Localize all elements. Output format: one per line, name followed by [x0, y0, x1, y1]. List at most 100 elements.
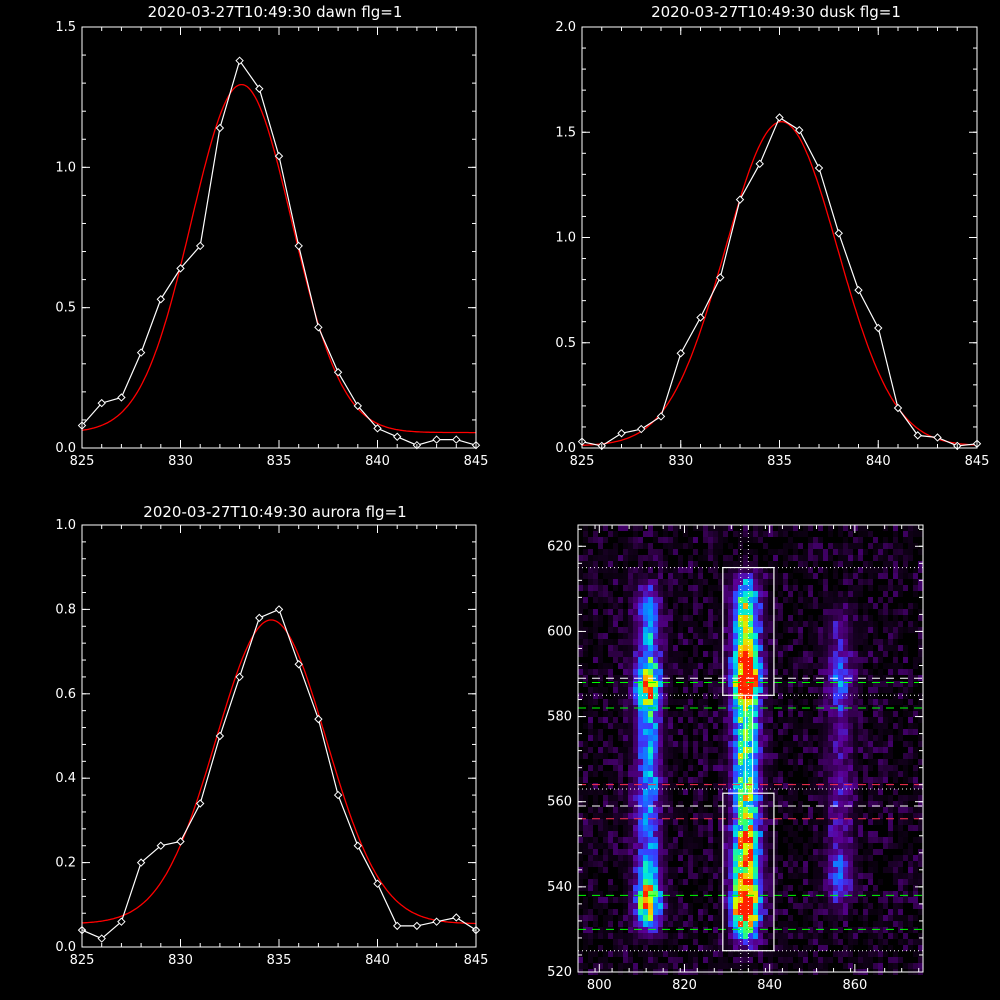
heatmap-cell [903, 687, 908, 693]
heatmap-cell [643, 531, 648, 537]
heatmap-cell [888, 741, 893, 747]
heatmap-cell [753, 939, 758, 945]
heatmap-cell [668, 639, 673, 645]
heatmap-cell [893, 957, 898, 963]
data-point [696, 313, 705, 322]
heatmap-cell [753, 549, 758, 555]
aurora-profile-plot: 2020-03-27T10:49:30 aurora flg=1 825 830 8… [55, 503, 488, 968]
heatmap-cell [578, 795, 583, 801]
heatmap-cell [863, 837, 868, 843]
heatmap-cell [578, 849, 583, 855]
heatmap-cell [913, 867, 918, 873]
heatmap-cell [903, 555, 908, 561]
heatmap-cell [773, 855, 778, 861]
heatmap-cell [843, 729, 848, 735]
heatmap-cell [853, 609, 858, 615]
heatmap-cell [648, 963, 653, 969]
heatmap-cell [728, 789, 733, 795]
heatmap-cell [688, 717, 693, 723]
heatmap-cell [658, 741, 663, 747]
heatmap-cell [628, 579, 633, 585]
heatmap-cell [723, 681, 728, 687]
heatmap-cell [648, 555, 653, 561]
heatmap-cell [758, 603, 763, 609]
heatmap-cell [638, 561, 643, 567]
heatmap-cell [918, 579, 923, 585]
heatmap-cell [743, 555, 748, 561]
heatmap-cell [663, 801, 668, 807]
heatmap-cell [728, 921, 733, 927]
heatmap-cell [813, 621, 818, 627]
heatmap-cell [708, 855, 713, 861]
heatmap-cell [753, 567, 758, 573]
heatmap-cell [703, 651, 708, 657]
heatmap-cell [853, 807, 858, 813]
heatmap-cell [873, 867, 878, 873]
heatmap-cell [693, 789, 698, 795]
heatmap-cell [813, 723, 818, 729]
heatmap-cell [913, 963, 918, 969]
heatmap-cell [758, 837, 763, 843]
heatmap-cell [693, 573, 698, 579]
heatmap-cell [773, 789, 778, 795]
data-point [117, 917, 126, 926]
heatmap-cell [823, 927, 828, 933]
heatmap-cell [653, 663, 658, 669]
heatmap-cell [788, 927, 793, 933]
heatmap-cell [748, 723, 753, 729]
heatmap-cell [918, 549, 923, 555]
heatmap-cell [733, 615, 738, 621]
heatmap-cell [908, 963, 913, 969]
heatmap-cell [638, 933, 643, 939]
heatmap-cell [863, 903, 868, 909]
heatmap-cell [733, 849, 738, 855]
heatmap-cell [598, 813, 603, 819]
heatmap-cell [873, 861, 878, 867]
heatmap-cell [823, 771, 828, 777]
heatmap-cell [883, 525, 888, 531]
heatmap-cell [758, 915, 763, 921]
heatmap-cell [798, 801, 803, 807]
heatmap-cell [763, 741, 768, 747]
heatmap-cell [668, 591, 673, 597]
heatmap-cell [623, 915, 628, 921]
heatmap-cell [838, 651, 843, 657]
heatmap-cell [848, 945, 853, 951]
heatmap-cell [708, 741, 713, 747]
heatmap-cell [718, 549, 723, 555]
heatmap-cell [733, 831, 738, 837]
heatmap-cell [648, 549, 653, 555]
heatmap-cell [753, 909, 758, 915]
heatmap-cell [793, 849, 798, 855]
heatmap-cell [653, 741, 658, 747]
heatmap-cell [773, 819, 778, 825]
heatmap-cell [593, 759, 598, 765]
heatmap-cell [703, 813, 708, 819]
heatmap-cell [878, 813, 883, 819]
heatmap-cell [703, 717, 708, 723]
heatmap-cell [733, 735, 738, 741]
heatmap-cell [598, 861, 603, 867]
heatmap-cell [593, 537, 598, 543]
heatmap-cell [578, 555, 583, 561]
heatmap-cell [723, 663, 728, 669]
heatmap-cell [643, 939, 648, 945]
heatmap-cell [723, 771, 728, 777]
heatmap-cell [723, 759, 728, 765]
heatmap-cell [743, 867, 748, 873]
heatmap-cell [588, 915, 593, 921]
heatmap-cell [618, 681, 623, 687]
heatmap-cell [708, 837, 713, 843]
heatmap-cell [623, 573, 628, 579]
heatmap-cell [643, 825, 648, 831]
heatmap-cell [793, 525, 798, 531]
heatmap-cell [678, 597, 683, 603]
x-tick-label: 835 [767, 454, 792, 469]
heatmap-cell [908, 795, 913, 801]
heatmap-cell [603, 837, 608, 843]
heatmap-cell [878, 915, 883, 921]
heatmap-cell [603, 585, 608, 591]
heatmap-cell [748, 897, 753, 903]
heatmap-cell [648, 909, 653, 915]
heatmap-cell [843, 903, 848, 909]
